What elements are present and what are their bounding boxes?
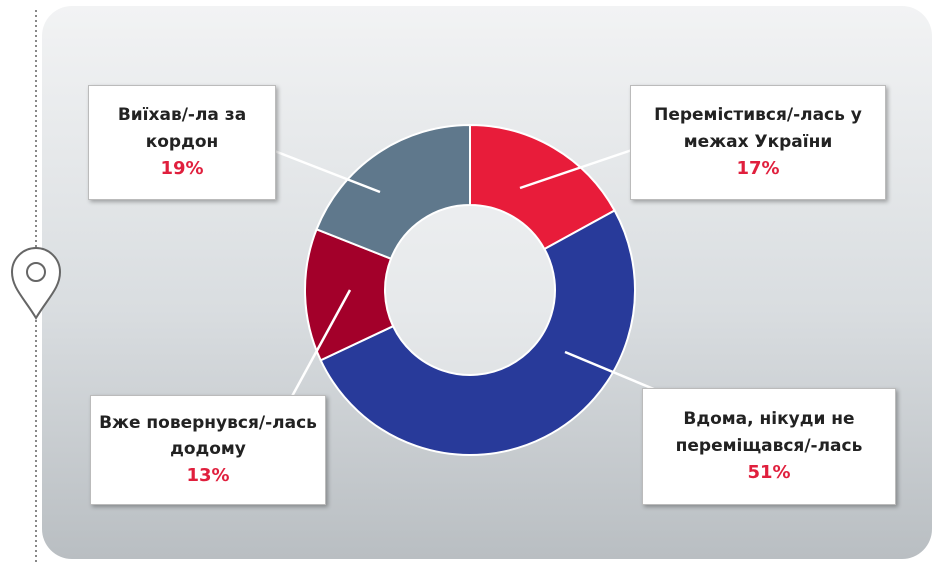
value-label: 17% [639, 155, 877, 183]
value-label: 19% [97, 155, 267, 183]
category-label: Перемістився/-лась у межах України [639, 102, 877, 155]
category-label: Вже повернувся/-лась додому [99, 410, 317, 463]
value-label: 51% [651, 459, 887, 487]
page: Перемістився/-лась у межах України17% Вдо… [0, 0, 936, 565]
category-label: Виїхав/-ла за кордон [97, 102, 267, 155]
value-label: 13% [99, 462, 317, 490]
category-label: Вдома, нікуди не переміщався/-лась [651, 406, 887, 459]
